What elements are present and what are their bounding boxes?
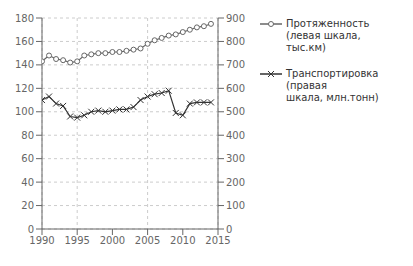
svg-text:2010: 2010 <box>170 235 195 246</box>
svg-text:60: 60 <box>21 153 34 164</box>
html-text:Протяженность: Протяженность <box>286 18 370 29</box>
svg-text:800: 800 <box>226 36 245 47</box>
svg-text:1995: 1995 <box>64 235 89 246</box>
svg-text:500: 500 <box>226 106 245 117</box>
svg-text:2015: 2015 <box>205 235 230 246</box>
svg-text:40: 40 <box>21 177 34 188</box>
svg-text:80: 80 <box>21 130 34 141</box>
svg-text:140: 140 <box>15 59 34 70</box>
svg-text:900: 900 <box>226 13 245 24</box>
svg-text:2005: 2005 <box>135 235 160 246</box>
svg-text:600: 600 <box>226 83 245 94</box>
svg-text:20: 20 <box>21 200 34 211</box>
svg-text:300: 300 <box>226 153 245 164</box>
svg-text:180: 180 <box>15 13 34 24</box>
html-text:(левая шкала, тыс.км): (левая шкала, тыс.км) <box>286 30 361 53</box>
svg-text:160: 160 <box>15 36 34 47</box>
svg-text:0: 0 <box>226 224 232 235</box>
html-text:Транспортировка: Транспортировка <box>286 68 379 79</box>
svg-text:2000: 2000 <box>100 235 125 246</box>
svg-text:400: 400 <box>226 130 245 141</box>
svg-text:120: 120 <box>15 83 34 94</box>
html-text:шкала, млн.тонн): шкала, млн.тонн) <box>286 92 379 103</box>
svg-text:100: 100 <box>15 106 34 117</box>
svg-text:0: 0 <box>28 224 34 235</box>
html-text:(правая: (правая <box>286 80 327 91</box>
svg-text:200: 200 <box>226 177 245 188</box>
svg-text:1990: 1990 <box>29 235 54 246</box>
svg-text:700: 700 <box>226 59 245 70</box>
svg-text:100: 100 <box>226 200 245 211</box>
